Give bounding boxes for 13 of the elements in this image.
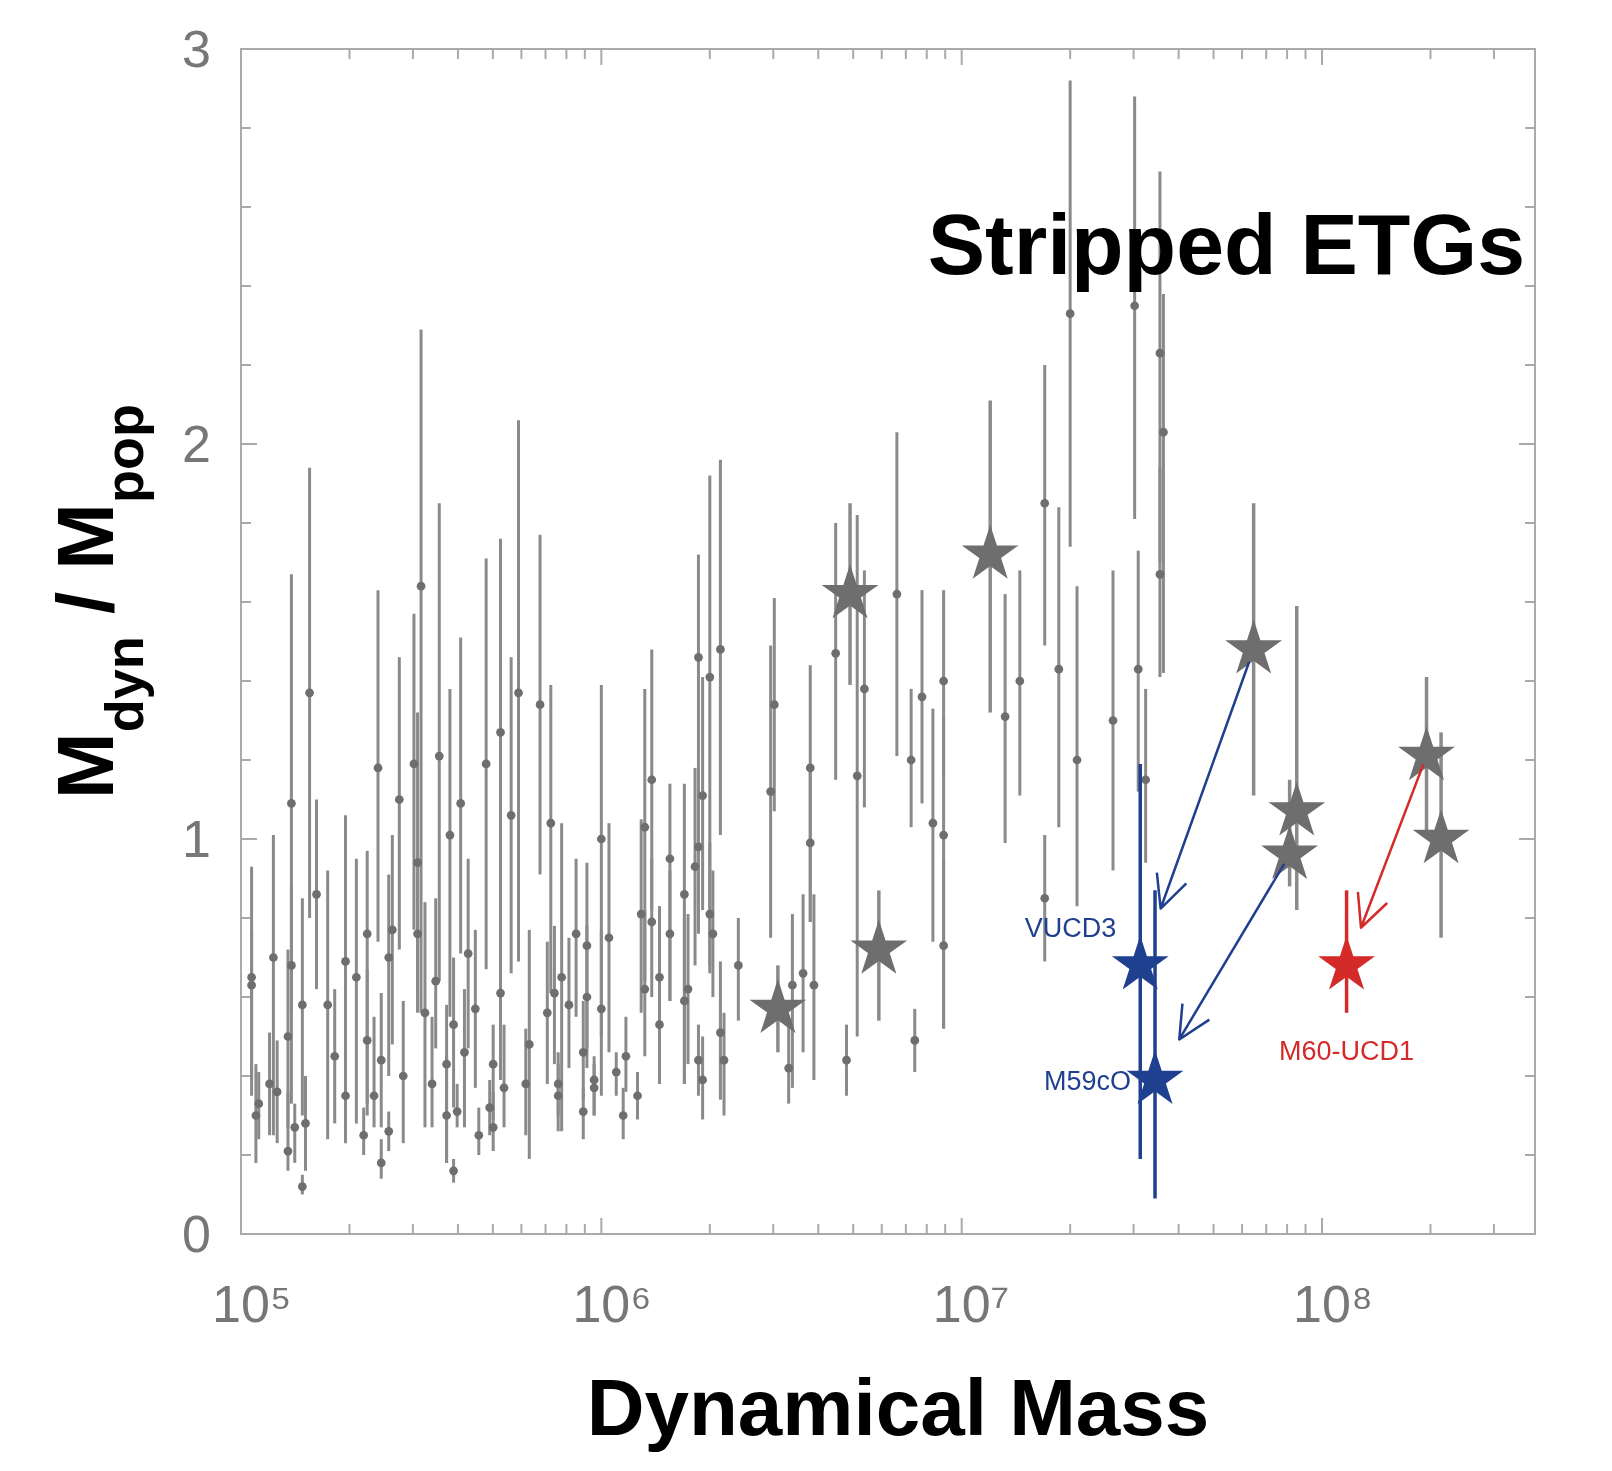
series-label: M59cO [1043,1065,1132,1096]
x-tick-label: 10⁵ [212,1275,292,1333]
x-tick-label: 10⁷ [932,1275,1010,1333]
x-tick-label: 10⁸ [1293,1275,1373,1333]
y-tick-label: 1 [182,810,211,869]
text: M60-UCD1 [1279,1036,1415,1067]
y-tick-label: 3 [182,20,211,79]
series-label: VUCD3 [1024,913,1117,944]
y-tick-label: 2 [182,415,211,474]
y-tick-label: 0 [182,1205,211,1264]
x-tick-label: 10⁶ [572,1275,652,1333]
x-axis-title: Dynamical Mass [586,1363,1210,1452]
annotation: Stripped ETGs [927,196,1525,292]
